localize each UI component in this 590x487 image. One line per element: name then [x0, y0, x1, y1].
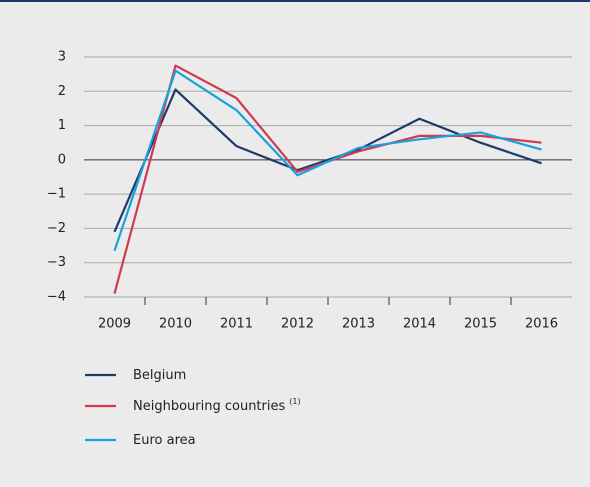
y-tick-label: 3 — [58, 50, 66, 65]
y-tick-label: −4 — [47, 290, 66, 305]
x-tick-label: 2009 — [98, 317, 131, 332]
x-tick-label: 2013 — [342, 317, 375, 332]
legend-note: (1) — [289, 397, 300, 406]
x-tick-label: 2010 — [159, 317, 192, 332]
y-tick-label: −3 — [47, 255, 66, 270]
x-tick-label: 2015 — [464, 317, 497, 332]
legend-label: Neighbouring countries (1) — [133, 397, 301, 414]
x-tick-label: 2016 — [525, 317, 558, 332]
top-border — [0, 0, 590, 2]
legend-text: Belgium — [133, 368, 186, 383]
y-tick-label: 1 — [58, 118, 66, 133]
x-tick-label: 2014 — [403, 317, 436, 332]
legend-text: Neighbouring countries — [133, 399, 285, 414]
x-tick-label: 2012 — [281, 317, 314, 332]
legend-text: Euro area — [133, 433, 196, 448]
y-tick-label: 2 — [58, 84, 66, 99]
y-tick-label: 0 — [58, 152, 66, 167]
x-tick-label: 2011 — [220, 317, 253, 332]
legend-label: Euro area — [133, 433, 196, 448]
series-line — [113, 69, 542, 252]
legend-label: Belgium — [133, 368, 186, 383]
y-tick-label: −2 — [47, 221, 66, 236]
y-tick-label: −1 — [47, 187, 66, 202]
series-line — [113, 88, 542, 233]
